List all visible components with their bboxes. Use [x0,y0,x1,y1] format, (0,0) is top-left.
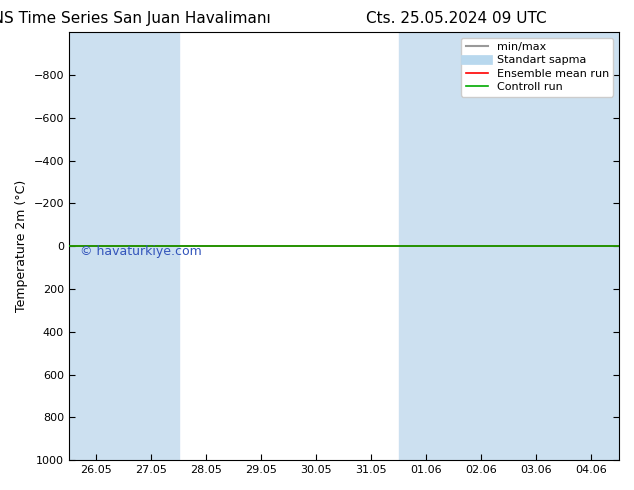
Y-axis label: Temperature 2m (°C): Temperature 2m (°C) [15,180,28,312]
Text: Cts. 25.05.2024 09 UTC: Cts. 25.05.2024 09 UTC [366,11,547,26]
Bar [509,32,619,460]
Legend: min/max, Standart sapma, Ensemble mean run, Controll run: min/max, Standart sapma, Ensemble mean r… [461,38,614,97]
Text: © havaturkiye.com: © havaturkiye.com [80,245,202,258]
Bar [399,32,509,460]
Text: ENS Time Series San Juan Havalimanı: ENS Time Series San Juan Havalimanı [0,11,271,26]
Bar [69,32,179,460]
